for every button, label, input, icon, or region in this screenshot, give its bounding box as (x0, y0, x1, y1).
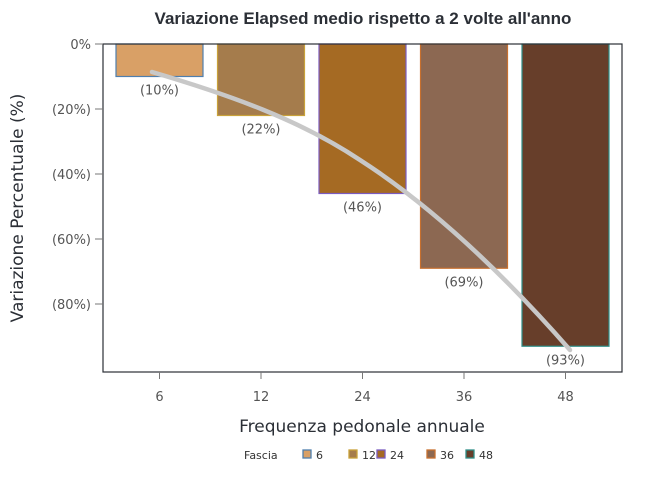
legend-label-12: 12 (362, 449, 376, 462)
y-tick-label: (80%) (52, 298, 91, 313)
y-tick-label: (20%) (52, 103, 91, 118)
x-axis: 6 12 24 36 48 (155, 372, 574, 405)
trend-line (149, 69, 573, 353)
legend-swatch-12 (348, 449, 358, 459)
legend-swatch-48 (465, 449, 475, 459)
bar-36 (419, 43, 509, 269)
data-label-36: (69%) (444, 275, 483, 290)
chart-title: Variazione Elapsed medio rispetto a 2 vo… (155, 9, 572, 28)
legend-swatch-36 (426, 449, 436, 459)
y-tick-label: (60%) (52, 233, 91, 248)
x-tick-label: 24 (354, 390, 371, 405)
plot-area: (10%) (22%) (46%) (69%) (93%) (102, 43, 623, 373)
legend: Fascia 6 12 24 36 48 (244, 449, 493, 462)
data-label-12: (22%) (241, 123, 280, 138)
x-tick-label: 36 (456, 390, 473, 405)
legend-label-6: 6 (316, 449, 323, 462)
legend-swatch-6 (302, 449, 312, 459)
bar-48 (521, 43, 610, 347)
bar-24 (318, 43, 407, 195)
legend-swatch-24 (376, 449, 386, 459)
data-label-24: (46%) (343, 201, 382, 216)
x-tick-label: 6 (155, 390, 163, 405)
data-label-6: (10%) (140, 84, 179, 99)
legend-label-36: 36 (440, 449, 454, 462)
data-label-48: (93%) (546, 353, 585, 368)
bar-6 (115, 43, 204, 78)
legend-label-24: 24 (390, 449, 404, 462)
x-tick-label: 48 (557, 390, 574, 405)
x-tick-label: 12 (253, 390, 270, 405)
bar-12 (216, 43, 306, 117)
x-axis-label: Frequenza pedonale annuale (239, 417, 485, 437)
legend-title: Fascia (244, 449, 278, 462)
legend-label-48: 48 (479, 449, 493, 462)
y-axis-label: Variazione Percentuale (%) (8, 94, 28, 323)
y-tick-label: 0% (70, 38, 91, 53)
y-tick-label: (40%) (52, 168, 91, 183)
y-axis: 0% (20%) (40%) (60%) (80%) (52, 38, 103, 313)
